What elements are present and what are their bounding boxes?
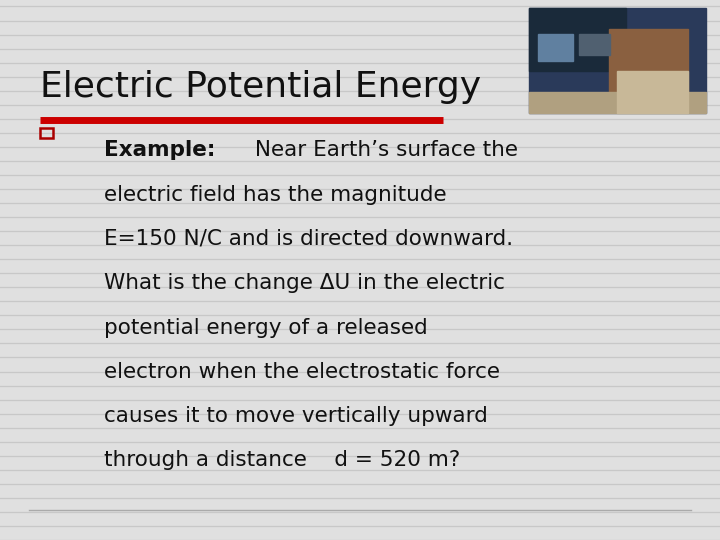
Bar: [529, 8, 626, 71]
Text: through a distance    d = 520 m?: through a distance d = 520 m?: [104, 450, 461, 470]
Text: Example:: Example:: [104, 140, 216, 160]
Bar: [618, 71, 688, 113]
Text: E=150 N/C and is directed downward.: E=150 N/C and is directed downward.: [104, 229, 513, 249]
Bar: [579, 35, 611, 56]
Text: What is the change ΔU in the electric: What is the change ΔU in the electric: [104, 273, 505, 293]
Bar: [608, 29, 688, 103]
Text: Near Earth’s surface the: Near Earth’s surface the: [248, 140, 518, 160]
Text: Electric Potential Energy: Electric Potential Energy: [40, 70, 481, 104]
Text: potential energy of a released: potential energy of a released: [104, 318, 428, 338]
Bar: [538, 35, 573, 60]
Bar: [529, 8, 706, 113]
Bar: [40, 128, 53, 138]
Text: electron when the electrostatic force: electron when the electrostatic force: [104, 362, 500, 382]
Text: causes it to move vertically upward: causes it to move vertically upward: [104, 406, 488, 426]
Text: electric field has the magnitude: electric field has the magnitude: [104, 185, 447, 205]
Bar: [529, 92, 706, 113]
